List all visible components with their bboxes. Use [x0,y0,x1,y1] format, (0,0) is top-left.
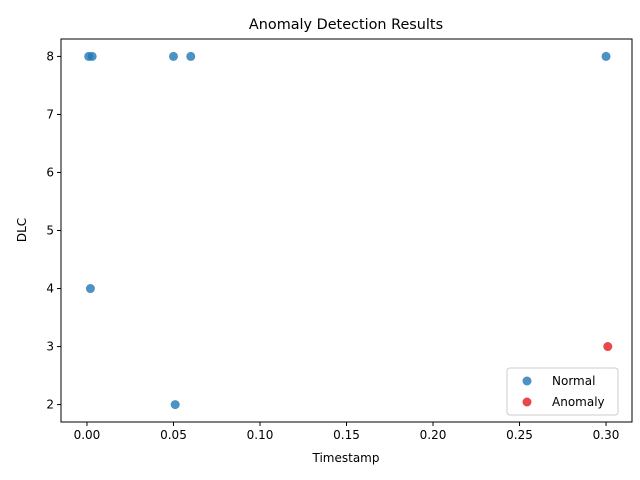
normal-point [87,51,97,61]
legend-box [506,367,619,416]
x-tick-label: 0.05 [160,428,187,442]
x-tick-label: 0.25 [506,428,533,442]
y-tick-label: 2 [46,398,54,412]
y-tick-label: 5 [46,224,54,238]
y-tick-label: 4 [46,282,54,296]
y-tick-label: 6 [46,165,54,179]
axes-frame [60,38,633,423]
normal-point [601,51,611,61]
x-tick-label: 0.10 [247,428,274,442]
data-points [84,51,613,410]
x-axis-label: Timestamp [312,451,380,465]
normal-point [85,284,95,294]
x-tick-label: 0.00 [74,428,101,442]
legend: Normal Anomaly [506,367,619,416]
y-tick-label: 8 [46,49,54,63]
x-tick-label: 0.15 [333,428,360,442]
y-tick-label: 7 [46,107,54,121]
anomaly-point [603,342,613,352]
y-axis-ticks: 2 3 4 5 6 7 8 [46,49,61,412]
x-tick-label: 0.30 [593,428,620,442]
y-tick-label: 3 [46,340,54,354]
y-axis-label: DLC [15,218,29,242]
legend-label-normal: Normal [552,374,595,388]
x-axis-ticks: 0.00 0.05 0.10 0.15 0.20 0.25 0.30 [74,422,620,442]
plot-area [60,38,633,423]
legend-marker-anomaly [522,397,532,407]
legend-marker-normal [522,376,532,386]
x-tick-label: 0.20 [420,428,447,442]
normal-point [170,400,180,410]
normal-point [186,51,196,61]
chart-title: Anomaly Detection Results [249,17,443,33]
legend-label-anomaly: Anomaly [552,395,605,409]
normal-point [168,51,178,61]
